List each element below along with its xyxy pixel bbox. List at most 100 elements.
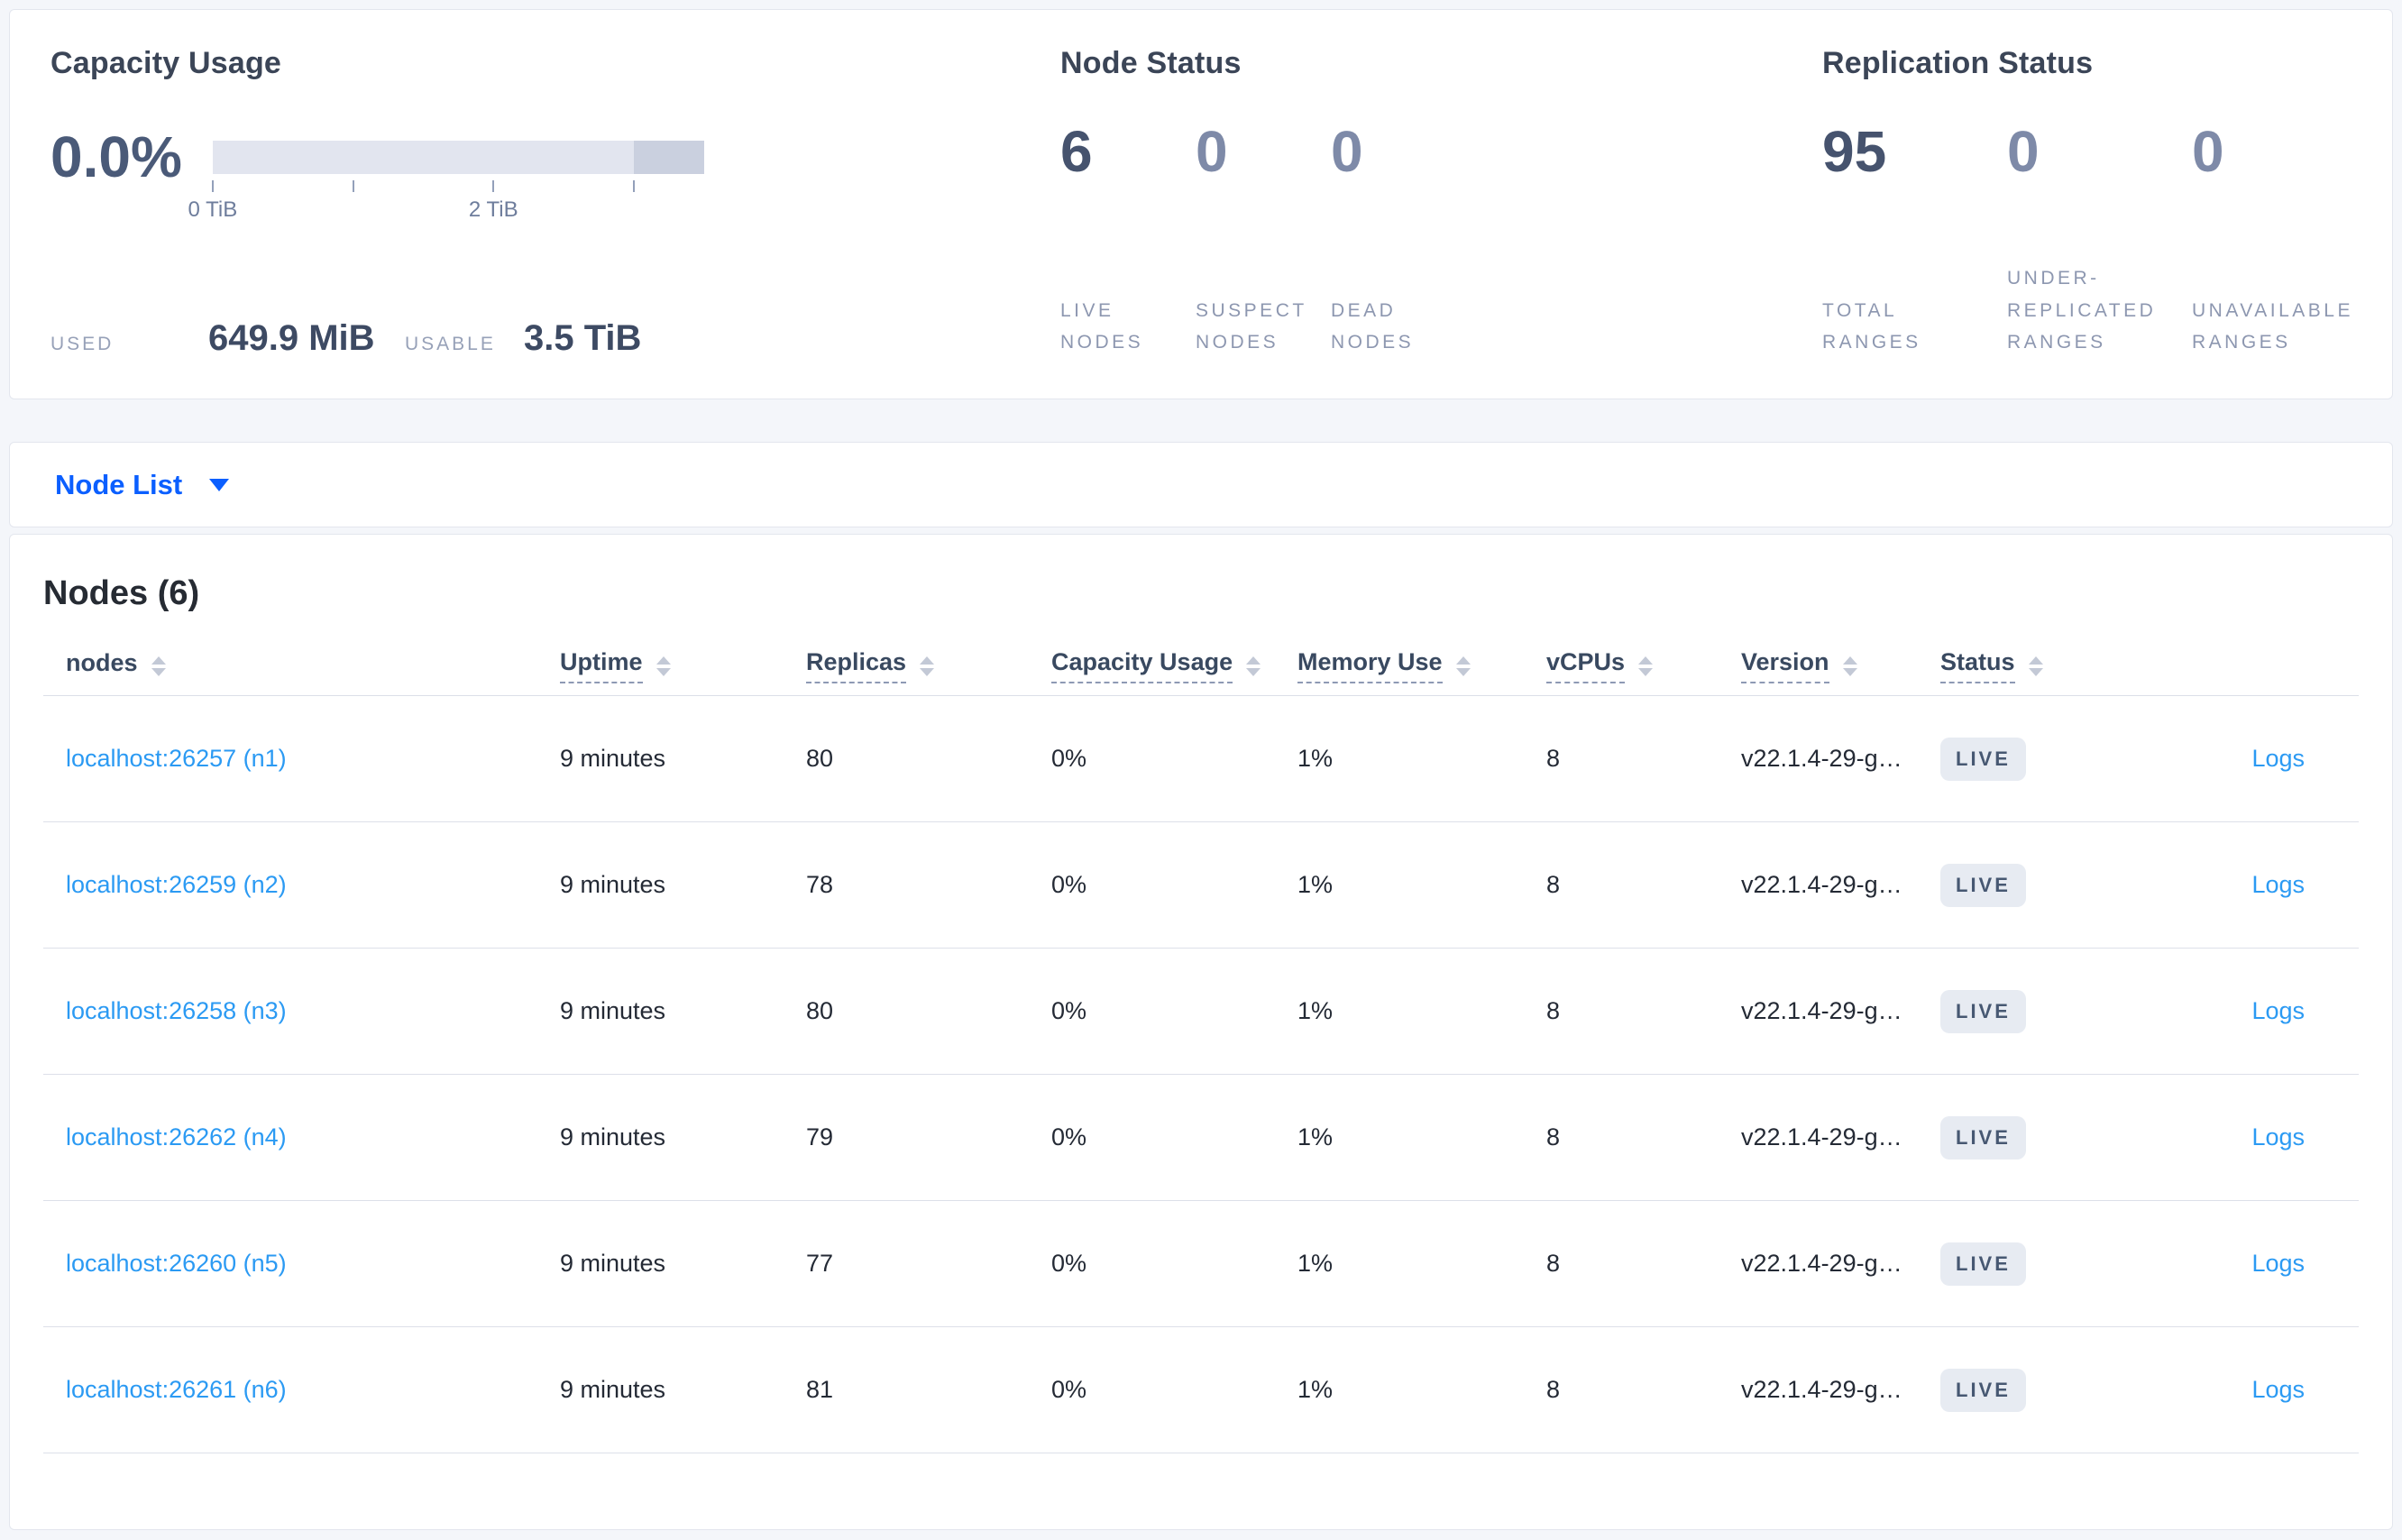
capacity-usage-cell: 0% — [1051, 871, 1087, 898]
capacity-axis-tick — [632, 179, 635, 192]
version-cell: v22.1.4-29-g… — [1741, 1250, 1902, 1277]
node-link[interactable]: localhost:26258 (n3) — [66, 997, 287, 1024]
memory-use-cell: 1% — [1297, 871, 1334, 898]
column-header[interactable]: nodes — [66, 649, 560, 683]
capacity-usage-section: Capacity Usage 0.0% 0 TiB 2 TiB USED 649… — [10, 10, 1060, 399]
capacity-percent: 0.0% — [50, 124, 182, 189]
sort-icon — [1246, 655, 1261, 676]
node-link[interactable]: localhost:26262 (n4) — [66, 1123, 287, 1150]
sort-icon — [151, 655, 166, 676]
vcpus-cell: 8 — [1546, 871, 1561, 898]
column-header[interactable]: Capacity Usage — [1051, 648, 1297, 683]
sort-icon — [1455, 655, 1471, 676]
view-selector-dropdown[interactable]: Node List — [9, 442, 2393, 527]
logs-link[interactable]: Logs — [2251, 997, 2305, 1024]
replicas-cell: 79 — [806, 1123, 834, 1150]
memory-use-cell: 1% — [1297, 1123, 1334, 1150]
status-cell: LIVE — [1940, 737, 2121, 781]
replicas-cell: 80 — [806, 745, 834, 772]
status-cell: LIVE — [1940, 1368, 2121, 1412]
nodes-table-header: nodes Uptime Replicas Capacity Usage Mem… — [43, 637, 2359, 696]
column-header-label: Replicas — [806, 648, 907, 683]
sort-icon — [1638, 655, 1654, 676]
node-link[interactable]: localhost:26260 (n5) — [66, 1250, 287, 1277]
logs-cell: Logs — [2121, 1376, 2359, 1404]
vcpus-cell: 8 — [1546, 1123, 1561, 1150]
node-cell: localhost:26261 (n6) — [66, 1376, 560, 1404]
stat-value: 0 — [2192, 119, 2224, 184]
vcpus-cell: 8 — [1546, 1250, 1561, 1277]
memory-use-cell: 1% — [1297, 1376, 1334, 1403]
capacity-bar-end-segment — [633, 140, 704, 174]
stat-label: UNDER-REPLICATED RANGES — [2007, 267, 2157, 353]
capacity-usage-cell: 0% — [1051, 1250, 1087, 1277]
used-label: USED — [50, 334, 115, 354]
node-table-row: localhost:26260 (n5) 9 minutes 77 0% 1% … — [43, 1201, 2359, 1327]
node-cell: localhost:26259 (n2) — [66, 871, 560, 899]
stat-value: 0 — [2007, 119, 2040, 184]
logs-link[interactable]: Logs — [2251, 745, 2305, 772]
uptime-cell: 9 minutes — [560, 997, 666, 1024]
capacity-axis-tick — [211, 179, 214, 192]
status-cell: LIVE — [1940, 989, 2121, 1033]
logs-link[interactable]: Logs — [2251, 1250, 2305, 1277]
nodes-table-body: localhost:26257 (n1) 9 minutes 80 0% 1% … — [43, 696, 2359, 1453]
version-cell: v22.1.4-29-g… — [1741, 1376, 1902, 1403]
stat-column: 0 SUSPECT NODES — [1196, 123, 1331, 359]
node-link[interactable]: localhost:26257 (n1) — [66, 745, 287, 772]
uptime-cell: 9 minutes — [560, 1123, 666, 1150]
logs-cell: Logs — [2121, 1250, 2359, 1278]
column-header[interactable]: Replicas — [806, 648, 1051, 683]
replicas-cell: 80 — [806, 997, 834, 1024]
view-selector-label: Node List — [55, 468, 183, 500]
stat-label: TOTAL RANGES — [1822, 299, 1921, 353]
stat-value: 0 — [1196, 119, 1228, 184]
logs-link[interactable]: Logs — [2251, 1123, 2305, 1150]
logs-link[interactable]: Logs — [2251, 1376, 2305, 1403]
capacity-usage-cell: 0% — [1051, 1376, 1087, 1403]
node-link[interactable]: localhost:26261 (n6) — [66, 1376, 287, 1403]
column-header-label: Memory Use — [1297, 648, 1443, 683]
capacity-usage-cell: 0% — [1051, 1123, 1087, 1150]
stat-column: 95 TOTAL RANGES — [1822, 123, 2007, 359]
uptime-cell: 9 minutes — [560, 745, 666, 772]
version-cell: v22.1.4-29-g… — [1741, 871, 1902, 898]
vcpus-cell: 8 — [1546, 997, 1561, 1024]
replicas-cell: 77 — [806, 1250, 834, 1277]
column-header[interactable]: Uptime — [560, 648, 806, 683]
vcpus-cell: 8 — [1546, 745, 1561, 772]
uptime-cell: 9 minutes — [560, 871, 666, 898]
stat-label: SUSPECT NODES — [1196, 299, 1307, 353]
logs-link[interactable]: Logs — [2251, 871, 2305, 898]
version-cell: v22.1.4-29-g… — [1741, 997, 1902, 1024]
node-table-row: localhost:26258 (n3) 9 minutes 80 0% 1% … — [43, 949, 2359, 1075]
column-header[interactable]: Memory Use — [1297, 648, 1546, 683]
capacity-usage-cell: 0% — [1051, 745, 1087, 772]
logs-cell: Logs — [2121, 871, 2359, 899]
status-badge: LIVE — [1940, 1242, 2026, 1286]
replicas-cell: 78 — [806, 871, 834, 898]
stat-column: 0 DEAD NODES — [1331, 123, 1466, 359]
sort-icon — [656, 655, 671, 676]
column-header[interactable]: vCPUs — [1546, 648, 1741, 683]
usable-value: 3.5 TiB — [524, 318, 642, 358]
status-badge: LIVE — [1940, 1115, 2026, 1160]
column-header[interactable] — [2121, 664, 2359, 669]
logs-cell: Logs — [2121, 745, 2359, 773]
node-table-row: localhost:26257 (n1) 9 minutes 80 0% 1% … — [43, 696, 2359, 822]
cluster-summary-card: Capacity Usage 0.0% 0 TiB 2 TiB USED 649… — [9, 9, 2393, 399]
column-header[interactable]: Status — [1940, 648, 2121, 683]
node-link[interactable]: localhost:26259 (n2) — [66, 871, 287, 898]
uptime-cell: 9 minutes — [560, 1250, 666, 1277]
node-cell: localhost:26257 (n1) — [66, 745, 560, 773]
usable-label: USABLE — [405, 334, 496, 354]
column-header[interactable]: Version — [1741, 648, 1940, 683]
capacity-axis-tick-label: 2 TiB — [468, 197, 518, 222]
stat-label: UNAVAILABLE RANGES — [2192, 299, 2353, 353]
column-header-label: Capacity Usage — [1051, 648, 1233, 683]
status-badge: LIVE — [1940, 863, 2026, 907]
capacity-gauge: 0.0% 0 TiB 2 TiB — [50, 124, 1060, 222]
node-cell: localhost:26258 (n3) — [66, 997, 560, 1025]
column-header-label: Uptime — [560, 648, 643, 683]
node-status-section: Node Status 6 LIVE NODES 0 SUSPECT NODES… — [1060, 10, 1822, 399]
